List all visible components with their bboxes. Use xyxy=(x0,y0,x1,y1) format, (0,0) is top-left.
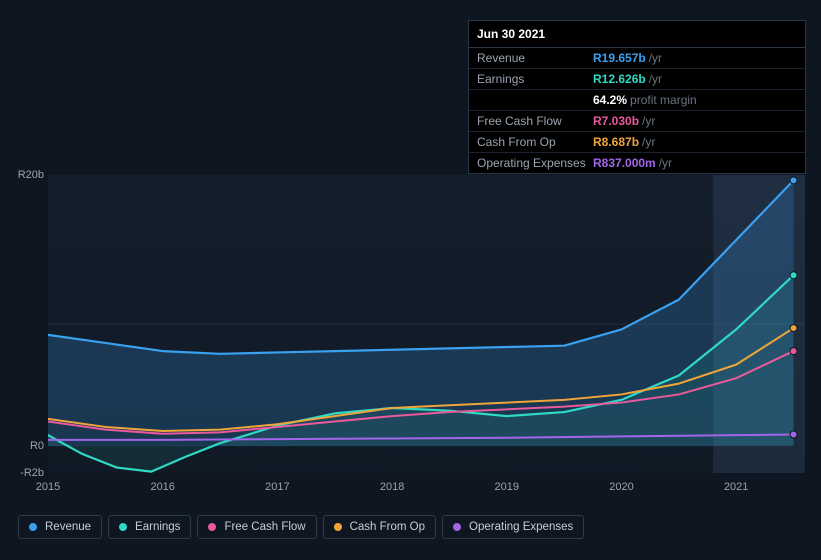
tooltip-rows: RevenueR19.657b/yrEarningsR12.626b/yr64.… xyxy=(469,48,805,173)
tooltip-metric-label: Operating Expenses xyxy=(477,156,593,170)
tooltip-row: Operating ExpensesR837.000m/yr xyxy=(469,153,805,173)
x-axis-label: 2016 xyxy=(150,481,174,493)
legend-label: Revenue xyxy=(45,521,91,533)
legend-item[interactable]: Cash From Op xyxy=(323,515,436,539)
tooltip-metric-value: R12.626b/yr xyxy=(593,72,662,86)
legend-label: Earnings xyxy=(135,521,180,533)
tooltip-metric-value: R837.000m/yr xyxy=(593,156,672,170)
legend-dot-icon xyxy=(453,523,461,531)
legend-dot-icon xyxy=(29,523,37,531)
legend-item[interactable]: Free Cash Flow xyxy=(197,515,316,539)
legend-dot-icon xyxy=(119,523,127,531)
legend-label: Operating Expenses xyxy=(469,521,573,533)
chart-plot[interactable] xyxy=(48,175,805,473)
legend-label: Free Cash Flow xyxy=(224,521,305,533)
x-axis-label: 2020 xyxy=(609,481,633,493)
tooltip-metric-label: Cash From Op xyxy=(477,135,593,149)
legend: Revenue Earnings Free Cash Flow Cash From O… xyxy=(18,515,584,539)
x-axis-label: 2018 xyxy=(380,481,404,493)
tooltip-metric-value: R8.687b/yr xyxy=(593,135,655,149)
data-tooltip: Jun 30 2021 RevenueR19.657b/yrEarningsR1… xyxy=(468,20,806,174)
legend-dot-icon xyxy=(334,523,342,531)
x-axis-label: 2019 xyxy=(495,481,519,493)
legend-dot-icon xyxy=(208,523,216,531)
tooltip-row: Cash From OpR8.687b/yr xyxy=(469,132,805,153)
tooltip-metric-label: Free Cash Flow xyxy=(477,114,593,128)
y-axis-label: -R2b xyxy=(0,467,44,479)
tooltip-metric-label: Earnings xyxy=(477,72,593,86)
tooltip-metric-value: R19.657b/yr xyxy=(593,51,662,65)
tooltip-metric-value: R7.030b/yr xyxy=(593,114,655,128)
x-axis-label: 2017 xyxy=(265,481,289,493)
legend-item[interactable]: Earnings xyxy=(108,515,191,539)
tooltip-row: 64.2%profit margin xyxy=(469,90,805,111)
tooltip-row: EarningsR12.626b/yr xyxy=(469,69,805,90)
x-axis-label: 2021 xyxy=(724,481,748,493)
tooltip-row: Free Cash FlowR7.030b/yr xyxy=(469,111,805,132)
legend-item[interactable]: Revenue xyxy=(18,515,102,539)
tooltip-row: RevenueR19.657b/yr xyxy=(469,48,805,69)
tooltip-metric-label: Revenue xyxy=(477,51,593,65)
tooltip-date: Jun 30 2021 xyxy=(469,21,805,48)
tooltip-metric-value: 64.2%profit margin xyxy=(593,93,697,107)
y-axis-label: R20b xyxy=(0,169,44,181)
legend-label: Cash From Op xyxy=(350,521,425,533)
x-axis-label: 2015 xyxy=(36,481,60,493)
y-axis-label: R0 xyxy=(0,440,44,452)
tooltip-metric-label xyxy=(477,93,593,107)
chart-svg xyxy=(48,175,805,473)
legend-item[interactable]: Operating Expenses xyxy=(442,515,584,539)
